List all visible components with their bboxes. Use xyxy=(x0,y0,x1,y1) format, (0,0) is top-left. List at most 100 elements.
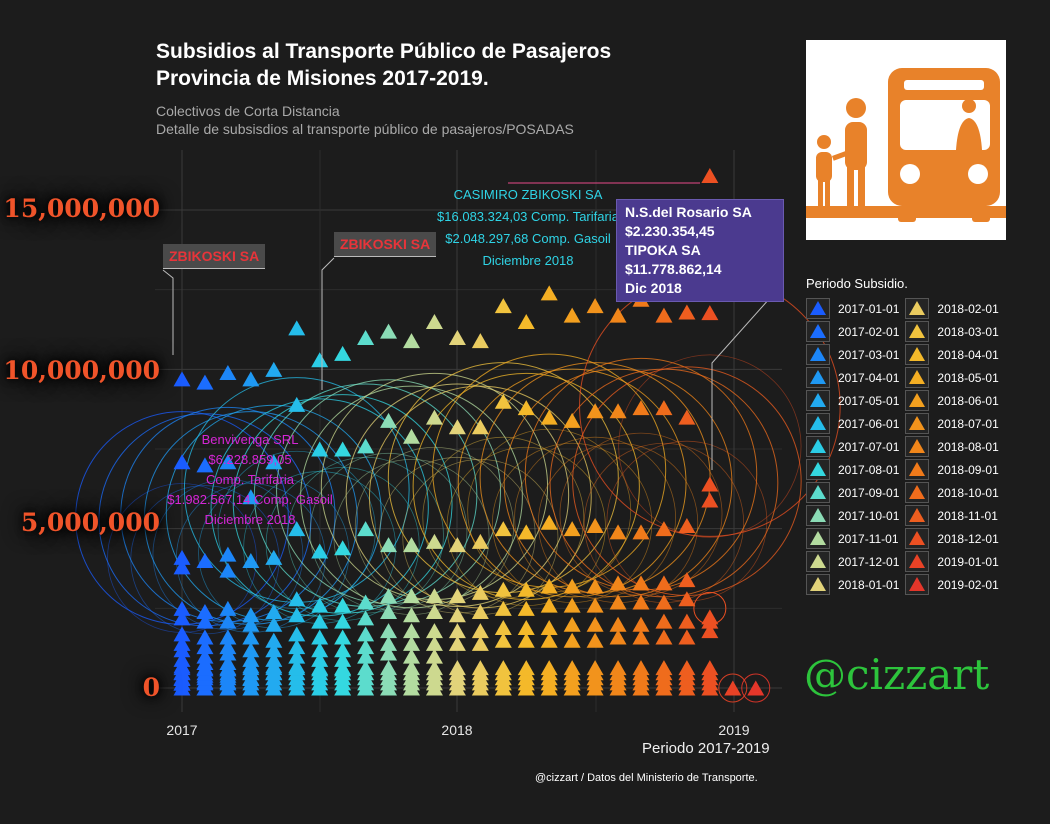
data-point xyxy=(334,613,352,629)
data-point xyxy=(494,393,512,409)
legend-key xyxy=(806,551,830,572)
data-point xyxy=(311,543,329,559)
data-point xyxy=(701,613,719,629)
data-point xyxy=(242,607,260,623)
data-point xyxy=(334,629,352,645)
legend-item: 2018-12-01 xyxy=(905,527,999,550)
data-point xyxy=(403,333,420,349)
halo-ring xyxy=(618,354,802,538)
legend-label: 2018-04-01 xyxy=(937,347,999,362)
data-point xyxy=(517,619,535,635)
data-point xyxy=(655,594,673,610)
data-point xyxy=(196,553,214,569)
data-point xyxy=(701,660,719,676)
data-point xyxy=(380,537,398,553)
data-point xyxy=(563,521,581,537)
annotation-line xyxy=(711,297,771,470)
data-point xyxy=(288,648,306,664)
data-point xyxy=(425,648,443,664)
data-point xyxy=(311,441,329,457)
data-point xyxy=(288,607,306,623)
data-point xyxy=(494,298,512,314)
halo-ring xyxy=(232,394,453,614)
data-point xyxy=(265,549,283,565)
data-point xyxy=(219,629,237,645)
data-point xyxy=(494,660,512,676)
x-tick-label: 2019 xyxy=(718,722,750,738)
data-point xyxy=(517,400,535,416)
data-point xyxy=(173,371,191,387)
data-point xyxy=(471,419,489,435)
data-point xyxy=(632,616,650,632)
data-point xyxy=(540,619,558,635)
legend-label: 2017-09-01 xyxy=(838,485,900,500)
data-point xyxy=(196,660,214,676)
legend-item: 2017-10-01 xyxy=(806,504,899,527)
data-point xyxy=(563,307,581,323)
data-point xyxy=(219,660,237,676)
legend-key xyxy=(905,436,930,457)
legend-label: 2017-08-01 xyxy=(838,462,900,477)
data-point xyxy=(724,680,742,696)
legend-label: 2018-10-01 xyxy=(937,485,999,500)
data-point xyxy=(242,660,260,676)
data-point xyxy=(448,607,466,623)
halo-ring xyxy=(572,366,802,596)
legend-key xyxy=(806,390,830,411)
data-point xyxy=(471,584,489,600)
data-point xyxy=(609,616,627,632)
data-point xyxy=(265,660,283,676)
data-point xyxy=(242,489,260,505)
data-point xyxy=(357,648,375,664)
data-point xyxy=(265,604,283,620)
legend-label: 2017-02-01 xyxy=(838,324,900,339)
legend-item: 2017-12-01 xyxy=(806,550,899,573)
legend-label: 2018-07-01 xyxy=(937,416,999,431)
data-point xyxy=(609,629,627,645)
data-point xyxy=(517,632,535,648)
data-point xyxy=(219,600,237,616)
data-point xyxy=(196,457,214,473)
data-point xyxy=(517,660,535,676)
data-point xyxy=(311,651,329,667)
legend-item: 2018-08-01 xyxy=(905,435,999,458)
legend-label: 2019-02-01 xyxy=(937,577,999,592)
legend-key xyxy=(905,528,930,549)
data-point xyxy=(448,635,466,651)
legend-label: 2017-04-01 xyxy=(838,370,900,385)
data-point xyxy=(173,559,191,575)
legend-item: 2018-11-01 xyxy=(905,504,998,527)
legend-item: 2019-01-01 xyxy=(905,550,999,573)
data-point xyxy=(448,623,466,639)
data-point xyxy=(242,553,260,569)
legend-label: 2018-05-01 xyxy=(937,370,999,385)
annotation-connectors xyxy=(162,182,771,470)
legend-label: 2019-01-01 xyxy=(937,554,999,569)
legend-label: 2018-02-01 xyxy=(937,301,999,316)
legend-label: 2017-11-01 xyxy=(838,531,899,546)
data-point xyxy=(586,517,604,533)
data-point xyxy=(563,660,581,676)
data-point xyxy=(655,307,673,323)
data-point xyxy=(173,549,191,565)
legend-item: 2017-04-01 xyxy=(806,366,899,389)
data-point xyxy=(403,660,420,676)
data-point xyxy=(425,588,443,604)
data-point xyxy=(678,409,696,425)
data-point xyxy=(265,642,283,658)
data-point xyxy=(609,660,627,676)
data-point xyxy=(540,578,558,594)
data-point xyxy=(334,540,352,556)
legend-label: 2017-07-01 xyxy=(838,439,900,454)
data-point xyxy=(334,441,352,457)
legend-key xyxy=(905,390,930,411)
data-point xyxy=(448,537,466,553)
halo-ring xyxy=(152,479,304,630)
data-point xyxy=(380,588,398,604)
data-point xyxy=(632,575,650,591)
legend-label: 2017-12-01 xyxy=(838,554,900,569)
legend-label: 2018-03-01 xyxy=(937,324,999,339)
legend-key xyxy=(806,298,830,319)
halo-ring xyxy=(345,383,570,607)
